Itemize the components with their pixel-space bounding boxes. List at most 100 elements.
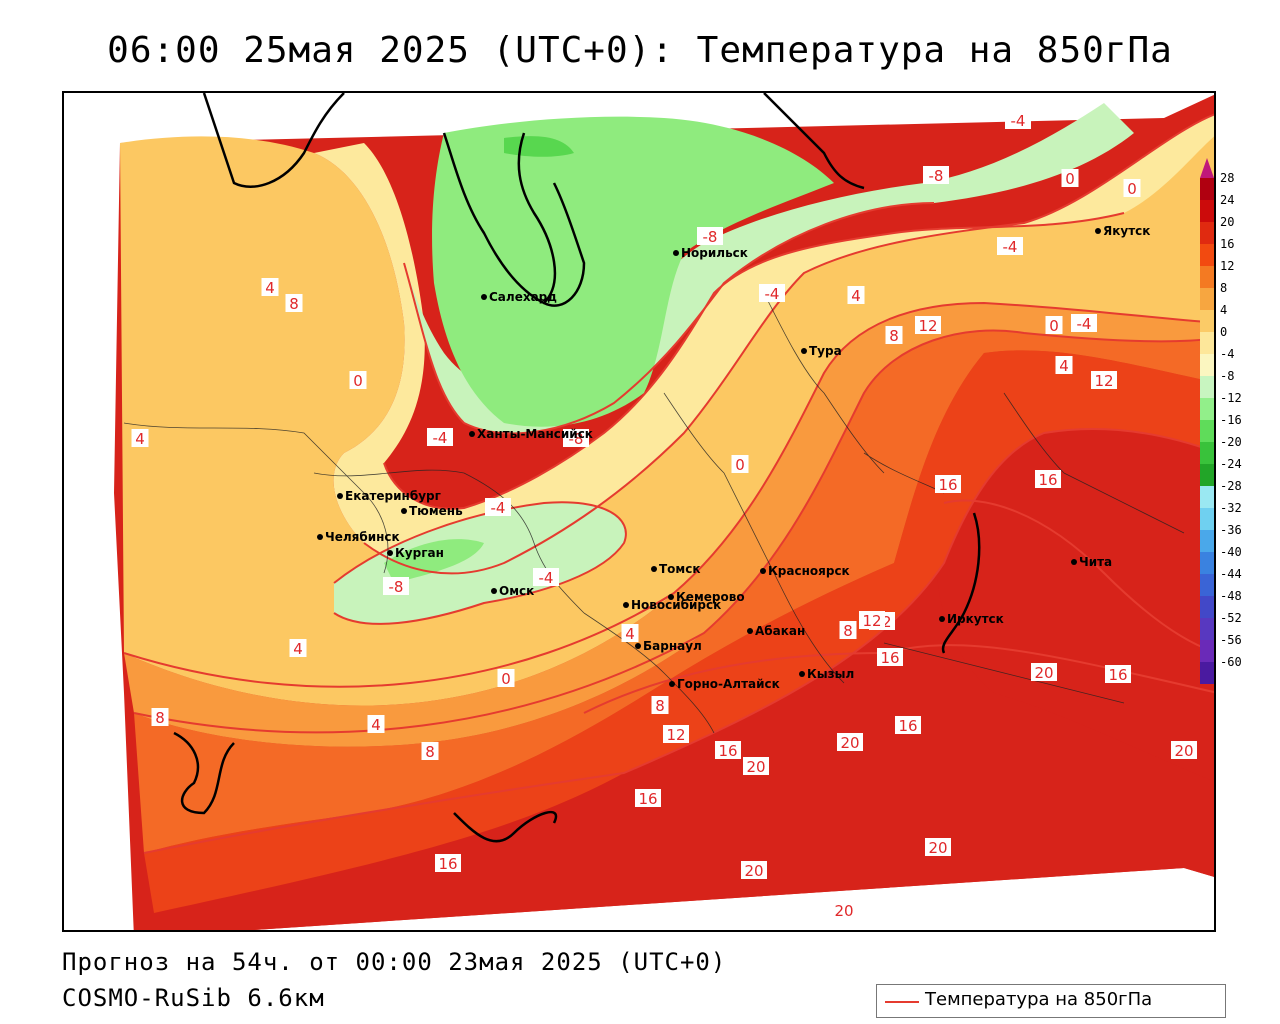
city-label: Иркутск — [947, 612, 1004, 626]
colorbar-swatch — [1200, 596, 1214, 618]
isotherm-label-text: 20 — [1034, 664, 1053, 682]
isotherm-label: 20 — [1031, 663, 1057, 682]
isotherm-label-text: 8 — [289, 295, 299, 313]
isotherm-label: 8 — [285, 294, 303, 313]
city-marker[interactable]: Екатеринбург — [337, 489, 441, 503]
city-label: Тюмень — [409, 504, 463, 518]
colorbar-swatch — [1200, 442, 1214, 464]
city-marker[interactable]: Ханты-Мансийск — [469, 427, 593, 441]
zone-minus8c-south — [384, 539, 484, 583]
map-frame[interactable]: -4 0 0 -8 -4 -8 -4 -4 0 4 4 12 8 12 0 4 8 4 0 -4 -8 -4 -8 -4 4 16… — [62, 91, 1216, 932]
isotherm-label: -8 — [697, 227, 723, 246]
isotherm-label: 4 — [1055, 356, 1073, 375]
isotherm-label: -4 — [1005, 111, 1031, 130]
city-marker[interactable]: Чита — [1071, 555, 1112, 569]
colorbar-swatch — [1200, 288, 1214, 310]
city-marker[interactable]: Омск — [491, 584, 534, 598]
city-label: Горно-Алтайск — [677, 677, 780, 691]
isotherm-label-text: 16 — [638, 790, 657, 808]
colorbar-swatch — [1200, 530, 1214, 552]
city-marker[interactable]: Норильск — [673, 246, 748, 260]
isotherm-label: -4 — [997, 237, 1023, 256]
isotherm-label-text: 0 — [735, 456, 745, 474]
city-dot — [401, 508, 407, 514]
isotherm-label: 12 — [1091, 371, 1117, 390]
colorbar-tick-label: -40 — [1220, 545, 1242, 559]
zone-4c — [120, 114, 1214, 706]
colorbar-tick-label: -8 — [1220, 369, 1234, 383]
isotherm-label-text: 20 — [834, 902, 853, 920]
city-label: Салехард — [489, 290, 557, 304]
city-marker[interactable]: Иркутск — [939, 612, 1004, 626]
colorbar-swatch — [1200, 618, 1214, 640]
isotherm-label-text: 16 — [438, 855, 457, 873]
city-marker[interactable]: Кемерово — [668, 590, 745, 604]
city-marker[interactable]: Курган — [387, 546, 444, 560]
city-marker[interactable]: Тюмень — [401, 504, 463, 518]
isotherm-label-text: 16 — [1108, 666, 1127, 684]
isotherm-label: 20 — [1171, 741, 1197, 760]
geographic-borders — [173, 93, 981, 843]
city-marker[interactable]: Якутск — [1095, 224, 1150, 238]
isotherm-label-text: 16 — [1038, 471, 1057, 489]
colorbar-tick-label: -32 — [1220, 501, 1242, 515]
colorbar-tick-label: -12 — [1220, 391, 1242, 405]
colorbar-swatch — [1200, 376, 1214, 398]
city-label: Омск — [499, 584, 534, 598]
city-marker[interactable]: Салехард — [481, 290, 557, 304]
colorbar-swatch — [1200, 486, 1214, 508]
isotherm-label: 0 — [349, 371, 367, 390]
colorbar-tick-label: -60 — [1220, 655, 1242, 669]
colorbar-tick-label: -48 — [1220, 589, 1242, 603]
isotherm-label: 0 — [731, 455, 749, 474]
colorbar-swatch — [1200, 552, 1214, 574]
city-marker[interactable]: Тура — [801, 344, 842, 358]
isotherm-label-text: 4 — [371, 716, 381, 734]
isotherm-label: 4 — [621, 624, 639, 643]
isotherm-label: 8 — [651, 696, 669, 715]
colorbar-tick-label: 16 — [1220, 237, 1234, 251]
isotherm-label: 8 — [151, 708, 169, 727]
city-dot — [469, 431, 475, 437]
city-marker[interactable]: Барнаул — [635, 639, 702, 653]
admin-borders — [123, 292, 1185, 734]
isotherm-label-text: 12 — [666, 726, 685, 744]
isotherm-label-text: 8 — [655, 697, 665, 715]
city-dot — [387, 550, 393, 556]
colorbar-swatch — [1200, 178, 1214, 200]
isotherm-label: -4 — [533, 568, 559, 587]
city-marker[interactable]: Челябинск — [317, 530, 400, 544]
isotherm-label-text: -4 — [1077, 315, 1092, 333]
isotherm-label: -4 — [427, 428, 453, 447]
colorbar-swatch — [1200, 222, 1214, 244]
city-label: Кызыл — [807, 667, 854, 681]
colorbar-tick-label: 20 — [1220, 215, 1234, 229]
colorbar-swatch — [1200, 200, 1214, 222]
city-marker[interactable]: Новосибирск — [623, 598, 721, 612]
city-marker[interactable]: Абакан — [747, 624, 805, 638]
zone-20c-east — [936, 500, 1214, 782]
city-marker[interactable]: Томск — [651, 562, 701, 576]
isotherm-label-text: 20 — [744, 862, 763, 880]
zone-0c — [314, 114, 1214, 574]
isotherm-label-text: -8 — [703, 228, 718, 246]
city-label: Екатеринбург — [345, 489, 441, 503]
page-title: 06:00 25мая 2025 (UTC+0): Температура на… — [107, 30, 1173, 71]
isotherm-label: 16 — [895, 716, 921, 735]
colorbar-tick-label: 8 — [1220, 281, 1227, 295]
colorbar-tick-label: -28 — [1220, 479, 1242, 493]
isotherm-label: 16 — [877, 648, 903, 667]
city-marker[interactable]: Кызыл — [799, 667, 854, 681]
colorbar-tick-label: -36 — [1220, 523, 1242, 537]
colorbar-tick-label: 24 — [1220, 193, 1234, 207]
city-marker[interactable]: Красноярск — [760, 564, 850, 578]
isotherm-label-text: -8 — [389, 578, 404, 596]
isotherm-label: 4 — [847, 286, 865, 305]
city-marker[interactable]: Горно-Алтайск — [669, 677, 780, 691]
isotherm-label-text: 12 — [918, 317, 937, 335]
city-label: Ханты-Мансийск — [477, 427, 593, 441]
isotherm-label-text: 8 — [889, 327, 899, 345]
isotherm-label-text: 0 — [353, 372, 363, 390]
isotherm-label-text: -4 — [539, 569, 554, 587]
